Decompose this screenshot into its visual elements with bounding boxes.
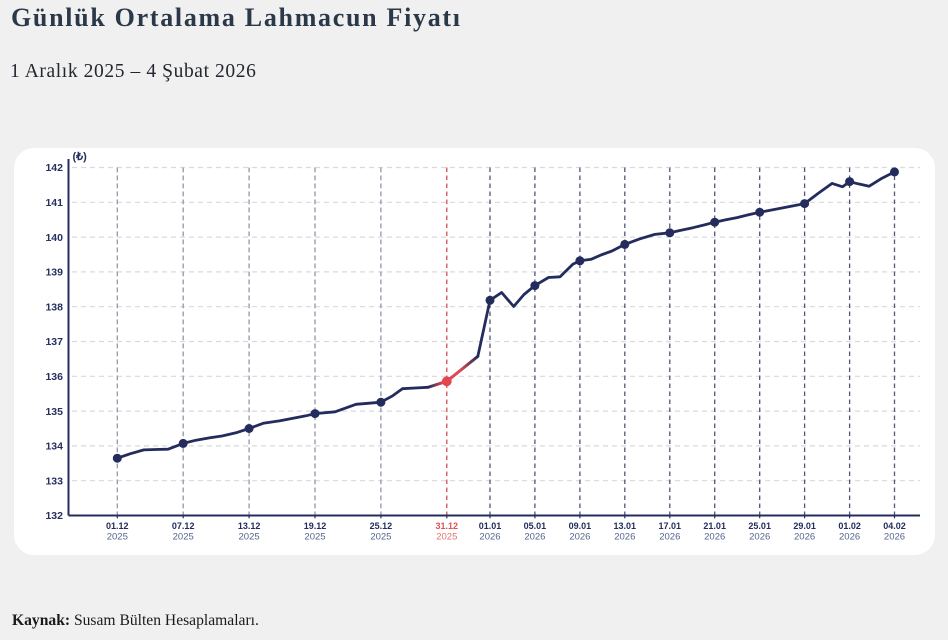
svg-text:25.01: 25.01 bbox=[748, 521, 771, 531]
svg-text:136: 136 bbox=[45, 371, 63, 383]
svg-text:139: 139 bbox=[45, 267, 63, 279]
svg-text:2025: 2025 bbox=[173, 532, 194, 543]
svg-text:01.01: 01.01 bbox=[479, 521, 502, 531]
svg-text:29.01: 29.01 bbox=[793, 521, 816, 531]
svg-text:2025: 2025 bbox=[239, 532, 260, 543]
svg-text:137: 137 bbox=[45, 336, 63, 348]
svg-text:140: 140 bbox=[45, 232, 63, 244]
svg-text:134: 134 bbox=[45, 441, 63, 453]
svg-text:132: 132 bbox=[45, 510, 63, 522]
svg-text:2026: 2026 bbox=[749, 532, 770, 543]
svg-text:31.12: 31.12 bbox=[436, 521, 459, 531]
svg-text:13.12: 13.12 bbox=[238, 521, 261, 531]
svg-text:19.12: 19.12 bbox=[304, 521, 327, 531]
svg-text:2026: 2026 bbox=[794, 532, 815, 543]
svg-text:09.01: 09.01 bbox=[569, 521, 592, 531]
svg-text:01.12: 01.12 bbox=[106, 521, 129, 531]
svg-text:07.12: 07.12 bbox=[172, 521, 195, 531]
svg-text:135: 135 bbox=[45, 406, 63, 418]
svg-text:05.01: 05.01 bbox=[524, 521, 547, 531]
svg-text:2026: 2026 bbox=[884, 532, 905, 543]
svg-text:01.02: 01.02 bbox=[838, 521, 861, 531]
svg-text:2026: 2026 bbox=[839, 532, 860, 543]
svg-text:2025: 2025 bbox=[370, 532, 391, 543]
svg-text:138: 138 bbox=[45, 301, 63, 313]
svg-text:2026: 2026 bbox=[614, 532, 635, 543]
svg-text:21.01: 21.01 bbox=[703, 521, 726, 531]
svg-text:(₺): (₺) bbox=[73, 151, 88, 163]
svg-text:2026: 2026 bbox=[704, 532, 725, 543]
svg-text:142: 142 bbox=[45, 162, 63, 174]
svg-text:25.12: 25.12 bbox=[370, 521, 393, 531]
svg-text:17.01: 17.01 bbox=[659, 521, 682, 531]
svg-text:2026: 2026 bbox=[659, 532, 680, 543]
svg-text:2026: 2026 bbox=[524, 532, 545, 543]
svg-text:2026: 2026 bbox=[569, 532, 590, 543]
svg-text:2025: 2025 bbox=[436, 532, 457, 543]
svg-text:13.01: 13.01 bbox=[614, 521, 637, 531]
svg-text:2026: 2026 bbox=[479, 532, 500, 543]
svg-text:141: 141 bbox=[45, 197, 63, 209]
svg-text:2025: 2025 bbox=[107, 532, 128, 543]
svg-text:133: 133 bbox=[45, 475, 63, 487]
svg-text:2025: 2025 bbox=[304, 532, 325, 543]
svg-text:04.02: 04.02 bbox=[883, 521, 906, 531]
